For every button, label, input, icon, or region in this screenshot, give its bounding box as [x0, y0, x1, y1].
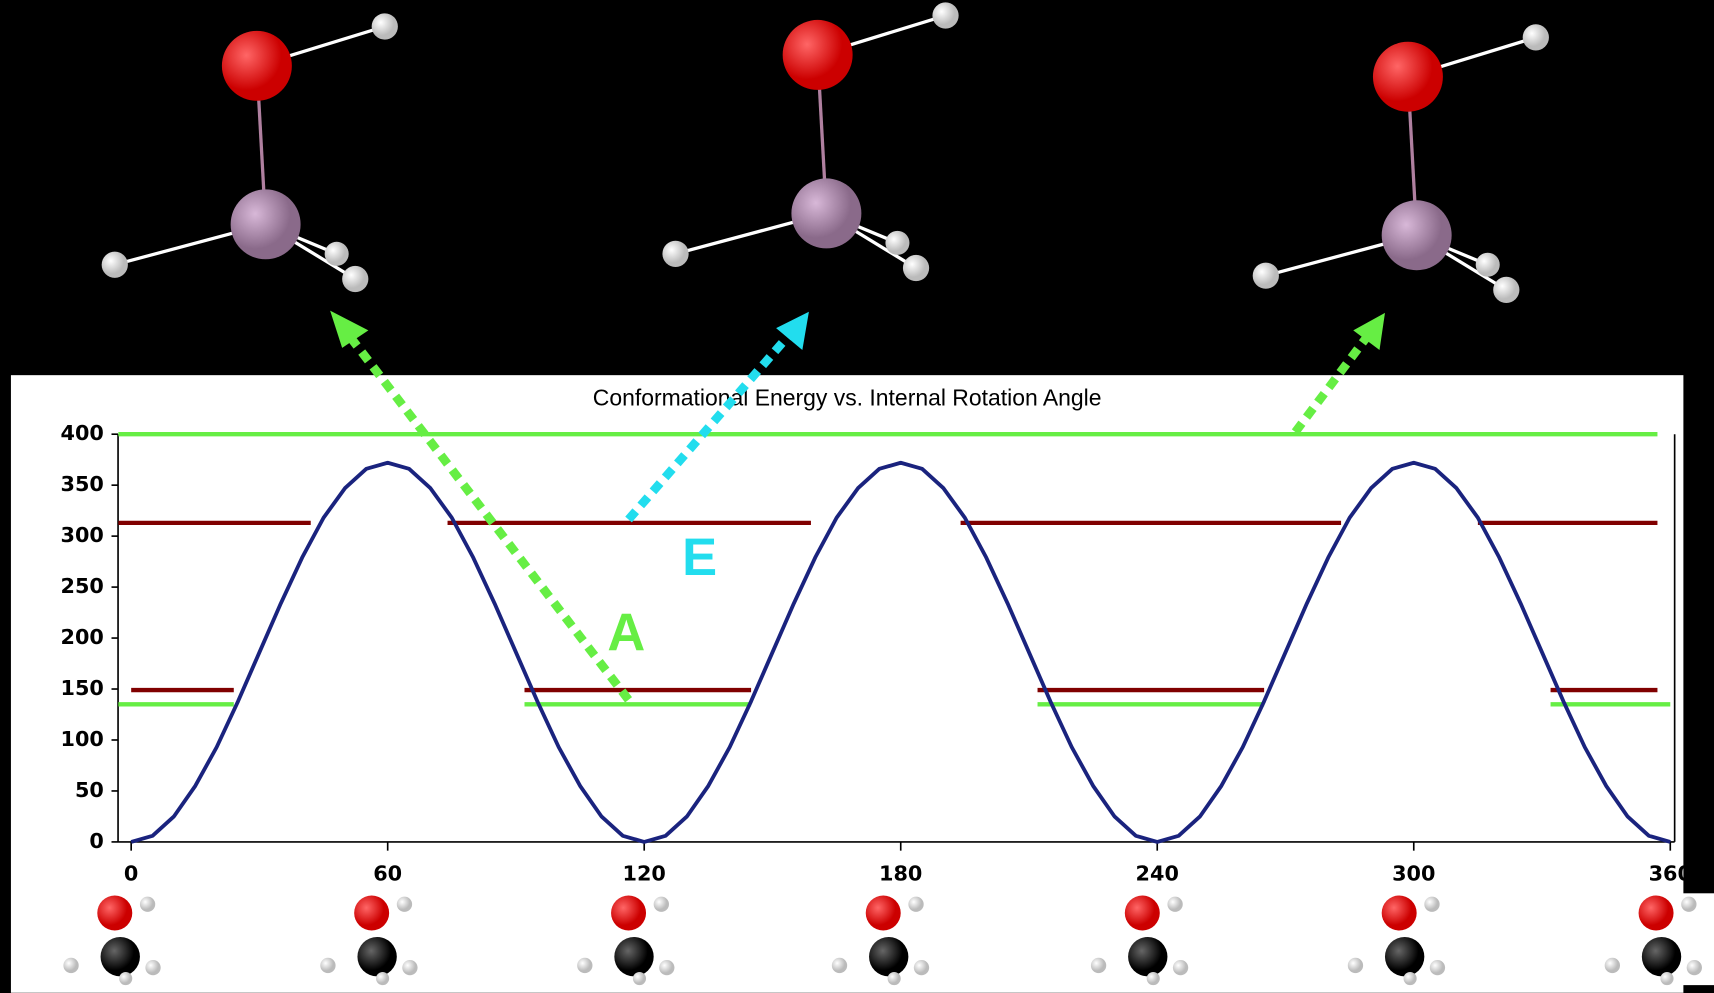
molecule-small	[820, 893, 947, 985]
y-tick-label: 150	[61, 676, 104, 700]
y-tick-label: 400	[61, 421, 104, 445]
molecule-small	[565, 893, 692, 985]
annotation: E	[682, 529, 717, 587]
y-tick-label: 0	[89, 829, 103, 853]
chart: Conformational Energy vs. Internal Rotat…	[0, 0, 1714, 993]
molecule-small	[1593, 893, 1714, 985]
molecule-small	[51, 893, 178, 985]
y-tick-label: 300	[61, 523, 104, 547]
molecule-small	[1336, 893, 1463, 985]
x-tick-label: 240	[1136, 862, 1179, 886]
annotation: A	[607, 604, 645, 662]
x-tick-label: 60	[373, 862, 402, 886]
y-tick-label: 200	[61, 625, 104, 649]
y-tick-label: 100	[61, 727, 104, 751]
y-tick-label: 50	[75, 778, 104, 802]
molecule-small	[308, 893, 435, 985]
y-tick-label: 250	[61, 574, 104, 598]
x-tick-label: 360	[1649, 862, 1692, 886]
y-tick-label: 350	[61, 472, 104, 496]
x-tick-label: 180	[879, 862, 922, 886]
molecule-small	[1079, 893, 1206, 985]
chart-title: Conformational Energy vs. Internal Rotat…	[593, 384, 1102, 410]
x-tick-label: 300	[1392, 862, 1435, 886]
page: {"chart_data": { "type": "line", "title"…	[0, 0, 1714, 993]
x-tick-label: 120	[623, 862, 666, 886]
x-tick-label: 0	[124, 862, 138, 886]
